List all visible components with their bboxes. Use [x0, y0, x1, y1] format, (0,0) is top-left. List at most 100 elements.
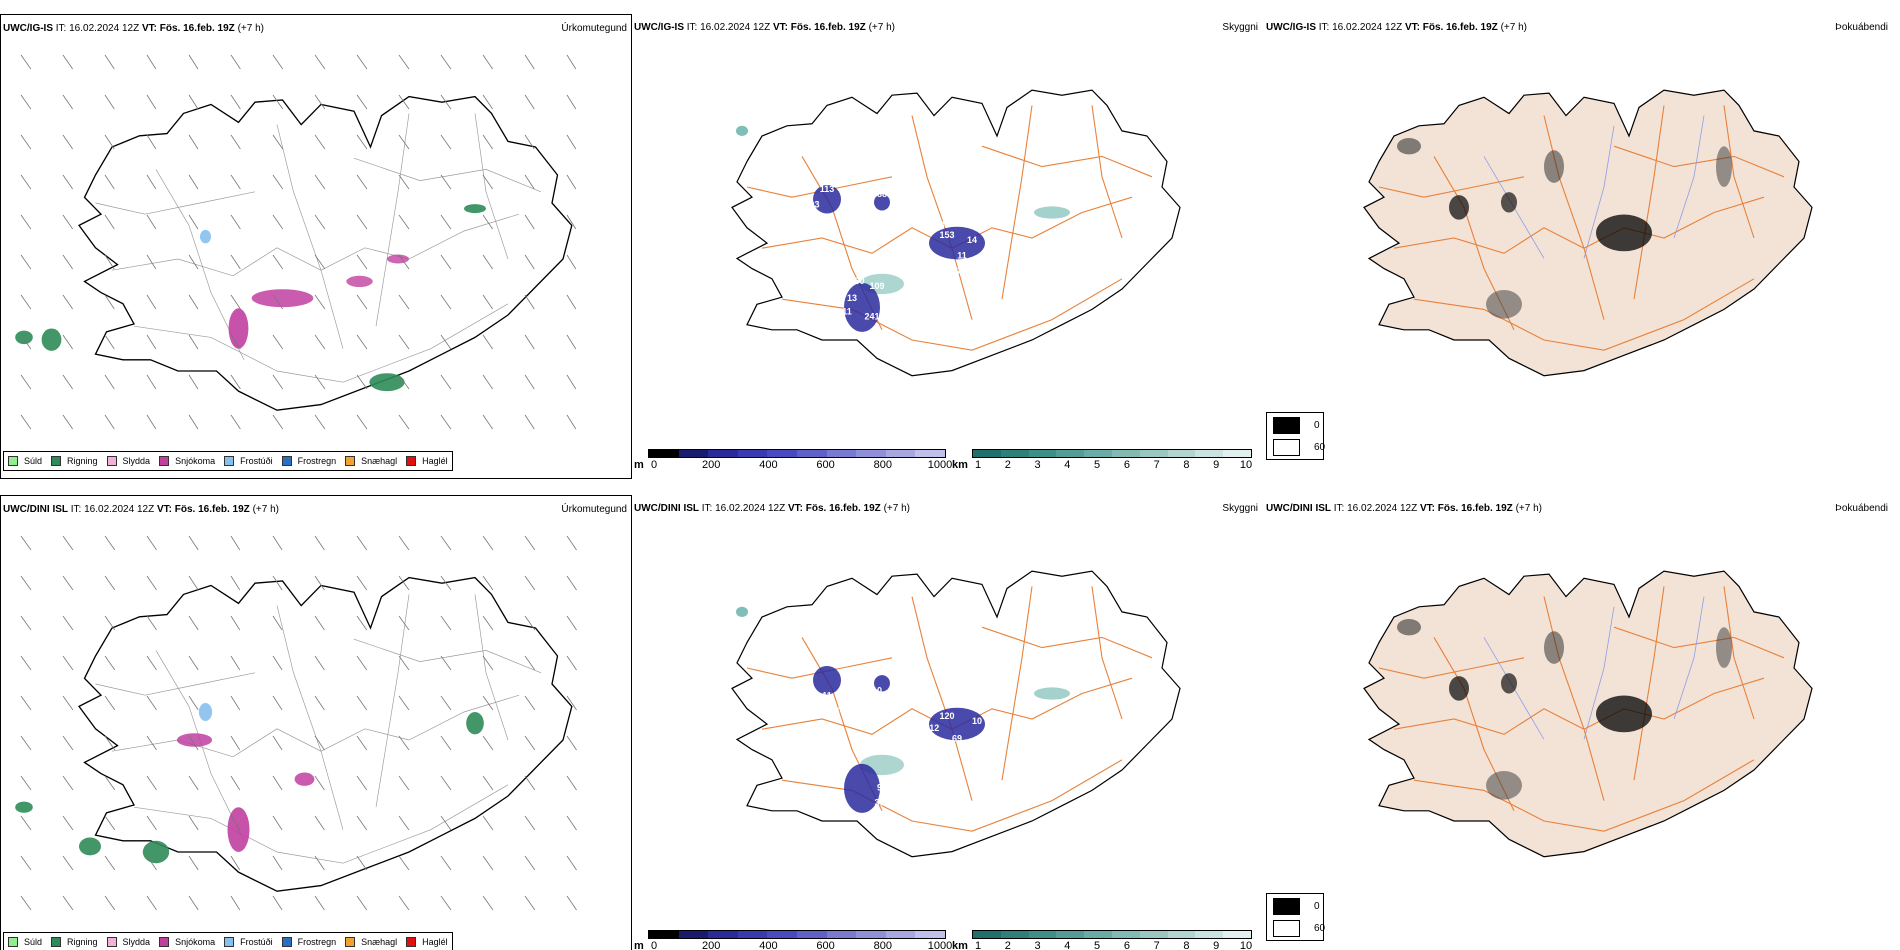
wind-barb	[146, 414, 157, 430]
wind-barb	[272, 535, 283, 551]
wind-barb	[188, 414, 199, 430]
river-line	[1673, 115, 1705, 239]
wind-barb	[524, 334, 535, 350]
precip-type-map	[15, 54, 577, 430]
wind-barb	[188, 855, 199, 871]
wind-barb	[482, 94, 493, 110]
colorbar-tick-label: 3	[1034, 459, 1041, 471]
fog-legend-label: 60	[1314, 923, 1326, 934]
wind-barb	[356, 374, 368, 390]
colorbar-tick-label: 1	[974, 940, 982, 950]
wind-barb	[524, 815, 536, 831]
ceiling-label: 24	[842, 808, 852, 818]
wind-barb	[62, 254, 73, 270]
wind-barb	[440, 414, 452, 430]
low-ceiling-area	[874, 194, 890, 211]
wind-barb	[62, 54, 73, 70]
wind-barb	[482, 735, 494, 751]
colorbar-tick-label: 8	[1183, 459, 1190, 471]
wind-barb	[356, 615, 368, 631]
wind-barb	[566, 655, 577, 671]
wind-barb	[230, 334, 241, 350]
wind-barb	[314, 655, 325, 671]
colorbar-tick-label: 3	[1034, 940, 1041, 950]
low-ceiling-area	[844, 282, 880, 332]
wind-barb	[482, 575, 494, 591]
colorbar-tick-label: 400	[759, 940, 778, 950]
wind-barb	[20, 855, 32, 871]
wind-barb	[272, 655, 283, 671]
legend-item: Frostregn	[281, 456, 336, 466]
colorbar-tick-label: 1	[974, 459, 982, 471]
wind-barb	[524, 855, 536, 871]
wind-barb	[62, 615, 74, 631]
legend-item: Rigning	[51, 937, 98, 947]
ceiling-label: 72	[952, 266, 962, 276]
fog-legend-row: 0	[1273, 898, 1320, 915]
legend-swatch	[345, 937, 356, 947]
snow-area	[387, 254, 409, 264]
panel-name: Úrkomutegund	[561, 504, 627, 515]
wind-barb	[524, 214, 535, 230]
wind-barb	[440, 214, 452, 230]
wind-barb	[272, 214, 284, 230]
wind-barb	[104, 775, 116, 791]
wind-barb	[230, 134, 241, 150]
wind-barb	[230, 374, 241, 390]
road-line	[155, 169, 245, 360]
ceiling-colorbar: m 0 200 400 600 800 1000	[634, 930, 952, 950]
forecast-row-2: UWC/DINI ISL IT: 16.02.2024 12Z VT: Fös.…	[0, 495, 1900, 950]
colorbar-tick-label: 400	[759, 459, 778, 471]
ceiling-label: 11	[822, 691, 832, 701]
wind-barb	[566, 334, 577, 350]
wind-barb	[440, 895, 452, 911]
iceland-outline	[1363, 570, 1813, 858]
panel-name: Skyggni	[1222, 503, 1258, 514]
colorbar-tick-label: 1000	[927, 459, 953, 471]
wind-barb	[398, 134, 410, 150]
colorbar-unit: m	[634, 940, 644, 950]
wind-barb	[524, 54, 535, 70]
wind-barb	[188, 575, 199, 591]
fog-area	[1397, 619, 1421, 636]
wind-barb	[272, 374, 284, 390]
wind-barb	[398, 575, 410, 591]
wind-barb	[230, 54, 241, 70]
ceiling-label: 13	[987, 210, 997, 220]
ceiling-visibility-map: 11 154 10 120 112 69 10 84 96 304 24 241	[731, 570, 1181, 858]
wind-barb	[188, 334, 199, 350]
rain-area	[464, 204, 486, 214]
road-line	[474, 594, 509, 741]
wind-barb	[524, 414, 535, 430]
legend-swatch	[51, 456, 62, 466]
legend-item: Frostúði	[224, 456, 273, 466]
fog-legend-label: 0	[1314, 901, 1320, 912]
legend-label: Haglél	[422, 937, 448, 947]
panel-title: UWC/IG-IS IT: 16.02.2024 12Z VT: Fös. 16…	[1266, 22, 1527, 33]
wind-barb	[566, 855, 577, 871]
wind-barb	[230, 615, 241, 631]
wind-barb	[482, 655, 494, 671]
visibility-colorbar: km 1 2 3 4 5 6 7 8 9 10	[952, 449, 1252, 479]
wind-barb	[104, 535, 116, 551]
wind-barb	[440, 815, 452, 831]
wind-barb	[482, 695, 494, 711]
wind-barb	[188, 695, 199, 711]
colorbar-tick-label: 0	[650, 940, 658, 950]
colorbar-tick-label: 5	[1094, 459, 1101, 471]
wind-barb	[314, 735, 325, 751]
ceiling-label: 11	[957, 250, 967, 260]
wind-barb	[188, 735, 199, 751]
precip-type-panel: UWC/DINI ISL IT: 16.02.2024 12Z VT: Fös.…	[0, 495, 632, 950]
wind-barb	[440, 134, 452, 150]
wind-barb	[188, 294, 199, 310]
legend-label: Frostregn	[297, 937, 337, 947]
wind-barb	[104, 134, 115, 150]
wind-barb	[62, 174, 73, 190]
wind-barb	[482, 414, 493, 430]
iceland-outline	[1363, 89, 1813, 377]
wind-barb	[20, 334, 32, 350]
ceiling-label: 241	[864, 312, 879, 322]
snow-area	[176, 733, 213, 747]
legend-swatch	[51, 937, 62, 947]
